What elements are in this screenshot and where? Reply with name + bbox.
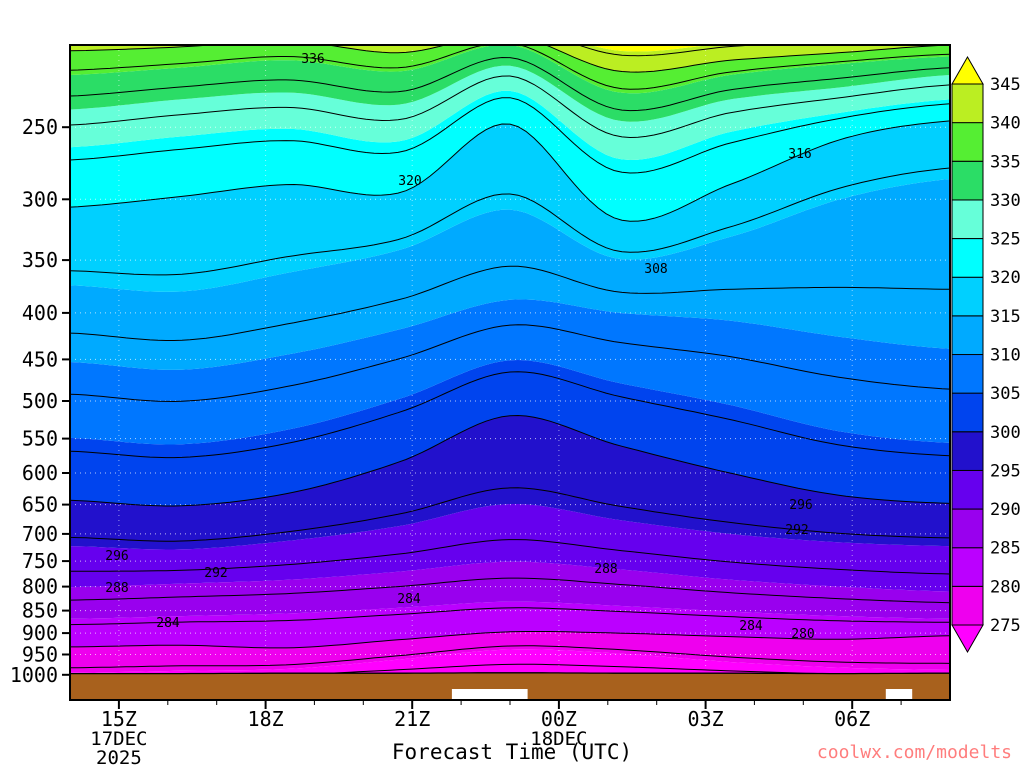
svg-text:292: 292 bbox=[204, 566, 227, 581]
svg-text:450: 450 bbox=[22, 347, 58, 371]
svg-text:1000: 1000 bbox=[10, 663, 58, 687]
grid-lines bbox=[70, 45, 950, 668]
svg-text:700: 700 bbox=[22, 522, 58, 546]
svg-text:950: 950 bbox=[22, 643, 58, 667]
svg-text:300: 300 bbox=[990, 423, 1021, 443]
svg-text:296: 296 bbox=[789, 498, 812, 513]
svg-text:290: 290 bbox=[990, 500, 1021, 520]
svg-text:800: 800 bbox=[22, 575, 58, 599]
svg-text:300: 300 bbox=[22, 187, 58, 211]
watermark: coolwx.com/modelts bbox=[816, 742, 1012, 763]
svg-text:2025: 2025 bbox=[96, 747, 142, 768]
theta-fill-bands bbox=[70, 45, 950, 700]
svg-text:296: 296 bbox=[105, 549, 128, 564]
svg-text:320: 320 bbox=[398, 174, 421, 189]
svg-text:350: 350 bbox=[22, 248, 58, 272]
svg-text:650: 650 bbox=[22, 493, 58, 517]
svg-text:345: 345 bbox=[990, 75, 1021, 95]
svg-text:308: 308 bbox=[644, 262, 667, 277]
x-axis-title: Forecast Time (UTC) bbox=[391, 740, 633, 764]
svg-text:15Z: 15Z bbox=[101, 707, 137, 731]
svg-text:550: 550 bbox=[22, 427, 58, 451]
terrain bbox=[70, 672, 950, 700]
svg-text:750: 750 bbox=[22, 549, 58, 573]
svg-text:285: 285 bbox=[990, 539, 1021, 559]
svg-text:310: 310 bbox=[990, 346, 1021, 366]
svg-text:600: 600 bbox=[22, 461, 58, 485]
svg-text:06Z: 06Z bbox=[834, 707, 870, 731]
svg-text:335: 335 bbox=[990, 152, 1021, 172]
svg-text:288: 288 bbox=[105, 581, 128, 596]
svg-text:320: 320 bbox=[990, 268, 1021, 288]
svg-text:400: 400 bbox=[22, 301, 58, 325]
svg-text:03Z: 03Z bbox=[688, 707, 724, 731]
svg-text:292: 292 bbox=[785, 523, 808, 538]
svg-text:305: 305 bbox=[990, 384, 1021, 404]
svg-text:336: 336 bbox=[301, 52, 324, 67]
svg-text:288: 288 bbox=[594, 562, 617, 577]
colorbar-arrow-top bbox=[951, 55, 984, 85]
contour-value-labels: 336 320 316 308 296 292 288 284 284 288 296 292 284 2… bbox=[105, 52, 814, 642]
svg-text:250: 250 bbox=[22, 115, 58, 139]
svg-text:284: 284 bbox=[397, 592, 421, 607]
svg-text:500: 500 bbox=[22, 389, 58, 413]
svg-text:18DEC: 18DEC bbox=[530, 728, 587, 750]
svg-text:18Z: 18Z bbox=[248, 707, 284, 731]
svg-text:275: 275 bbox=[990, 616, 1021, 636]
axes: 2503003504004505005506006507007508008509… bbox=[10, 44, 951, 768]
svg-text:280: 280 bbox=[990, 577, 1021, 597]
svg-text:284: 284 bbox=[739, 619, 763, 634]
svg-text:00Z: 00Z bbox=[541, 707, 577, 731]
svg-text:280: 280 bbox=[791, 627, 814, 642]
svg-text:900: 900 bbox=[22, 621, 58, 645]
colorbar-arrow-bottom bbox=[951, 624, 984, 654]
svg-text:17DEC: 17DEC bbox=[90, 728, 147, 750]
svg-text:295: 295 bbox=[990, 461, 1021, 481]
svg-text:21Z: 21Z bbox=[394, 707, 430, 731]
svg-text:316: 316 bbox=[788, 147, 811, 162]
svg-text:850: 850 bbox=[22, 599, 58, 623]
svg-text:325: 325 bbox=[990, 230, 1021, 250]
svg-text:330: 330 bbox=[990, 191, 1021, 211]
colorbar: 275 280 285 290 295 300 305 310 315 320 325 330 335 3… bbox=[951, 55, 1021, 654]
svg-text:315: 315 bbox=[990, 307, 1021, 327]
svg-text:284: 284 bbox=[156, 616, 180, 631]
svg-text:340: 340 bbox=[990, 114, 1021, 134]
